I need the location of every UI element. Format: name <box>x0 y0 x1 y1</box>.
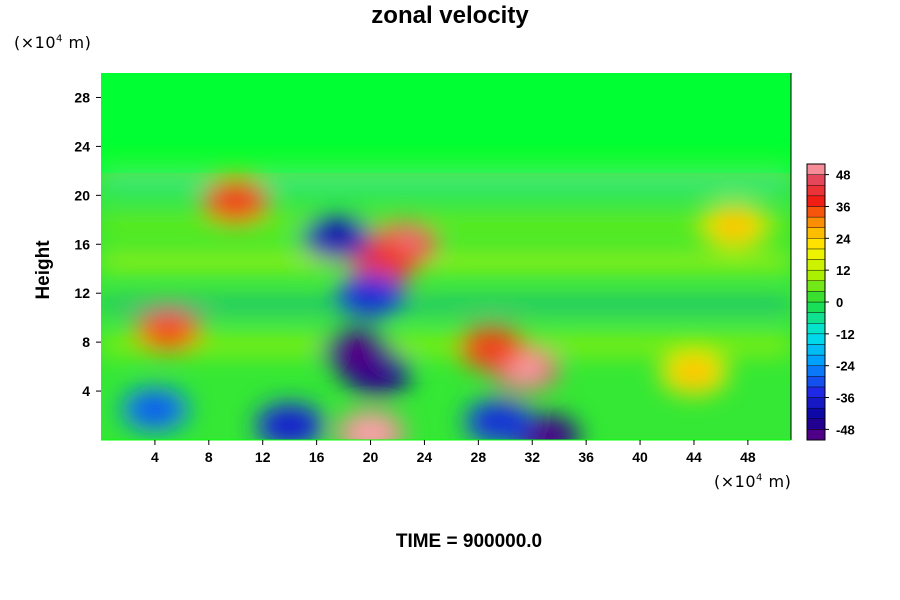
x-tick-label: 4 <box>151 449 159 465</box>
colorbar-segment <box>806 248 826 260</box>
y-axis: 4 8 12 16 20 24 28 <box>74 89 101 399</box>
x-tick-label: 24 <box>417 449 433 465</box>
colorbar-segment <box>806 418 826 430</box>
y-tick-label: 16 <box>74 236 90 252</box>
plot-area <box>101 73 791 440</box>
colorbar-segment <box>806 429 826 441</box>
velocity-core <box>475 338 508 359</box>
x-tick-label: 16 <box>309 449 325 465</box>
velocity-core <box>529 426 562 440</box>
velocity-core <box>138 399 171 420</box>
velocity-core <box>320 228 353 249</box>
velocity-core <box>354 422 387 440</box>
x-tick-label: 28 <box>471 449 487 465</box>
x-tick-label: 12 <box>255 449 271 465</box>
velocity-core <box>368 252 401 273</box>
colorbar-segment <box>806 163 826 175</box>
colorbar-segment <box>806 280 826 292</box>
velocity-band <box>101 336 791 355</box>
colorbar-tick-label: 0 <box>836 295 843 310</box>
velocity-core <box>273 415 306 436</box>
velocity-band <box>101 217 791 233</box>
velocity-band <box>101 180 791 192</box>
colorbar-segment <box>806 365 826 377</box>
x-tick-label: 20 <box>363 449 379 465</box>
y-tick-label: 28 <box>74 89 90 105</box>
y-tick-label: 24 <box>74 138 90 154</box>
colorbar-segment <box>806 312 826 324</box>
colorbar-tick-label: 36 <box>836 199 850 214</box>
velocity-field <box>101 164 791 440</box>
chart-title: zonal velocity <box>371 2 529 29</box>
colorbar-segment <box>806 344 826 356</box>
colorbar-segment <box>806 354 826 366</box>
colorbar-segment <box>806 216 826 228</box>
x-tick-label: 44 <box>686 449 702 465</box>
colorbar-segment <box>806 386 826 398</box>
colorbar-segment <box>806 397 826 409</box>
colorbar-segment <box>806 227 826 239</box>
colorbar-segment <box>806 407 826 419</box>
velocity-band <box>101 301 791 310</box>
y-axis-unit: (×104 m) <box>14 33 92 52</box>
colorbar-segment <box>806 206 826 218</box>
velocity-core <box>482 411 515 432</box>
upper-calm-layer <box>101 73 791 173</box>
colorbar-tick-label: -36 <box>836 391 855 406</box>
colorbar-tick-label: 24 <box>836 231 851 246</box>
colorbar-ticks: 48 36 24 12 0 -12 -24 -36 -48 <box>825 168 856 437</box>
velocity-core <box>354 285 387 306</box>
velocity-core <box>341 341 374 362</box>
colorbar-segment <box>806 301 826 313</box>
x-tick-label: 32 <box>524 449 540 465</box>
colorbar-segment <box>806 238 826 250</box>
y-tick-label: 4 <box>82 383 90 399</box>
y-tick-label: 20 <box>74 187 90 203</box>
x-axis: 4 8 12 16 20 24 28 32 36 40 44 48 <box>151 440 756 465</box>
velocity-core <box>718 215 751 236</box>
colorbar-segment <box>806 269 826 281</box>
colorbar-segment <box>806 185 826 197</box>
velocity-core <box>219 191 252 212</box>
y-tick-label: 12 <box>74 285 90 301</box>
velocity-core <box>509 359 542 380</box>
velocity-band <box>101 164 791 177</box>
colorbar-tick-label: -48 <box>836 422 855 437</box>
colorbar-segment <box>806 259 826 271</box>
colorbar-segment <box>806 323 826 335</box>
time-label: TIME = 900000.0 <box>395 531 543 552</box>
y-tick-label: 8 <box>82 334 90 350</box>
velocity-band <box>101 254 791 269</box>
x-tick-label: 36 <box>578 449 594 465</box>
colorbar-segment <box>806 291 826 303</box>
colorbar-segment <box>806 333 826 345</box>
velocity-core <box>152 319 185 340</box>
x-tick-label: 40 <box>632 449 648 465</box>
colorbar-segment <box>806 195 826 207</box>
colorbar-segment <box>806 174 826 186</box>
x-axis-unit: (×104 m) <box>714 472 792 491</box>
colorbar-tick-label: -24 <box>836 359 856 374</box>
colorbar-tick-label: 12 <box>836 263 850 278</box>
colorbar <box>806 163 826 441</box>
colorbar-segment <box>806 376 826 388</box>
x-tick-label: 8 <box>205 449 213 465</box>
velocity-core <box>677 362 710 383</box>
colorbar-tick-label: -12 <box>836 327 855 342</box>
colorbar-tick-label: 48 <box>836 168 850 183</box>
x-tick-label: 48 <box>740 449 756 465</box>
